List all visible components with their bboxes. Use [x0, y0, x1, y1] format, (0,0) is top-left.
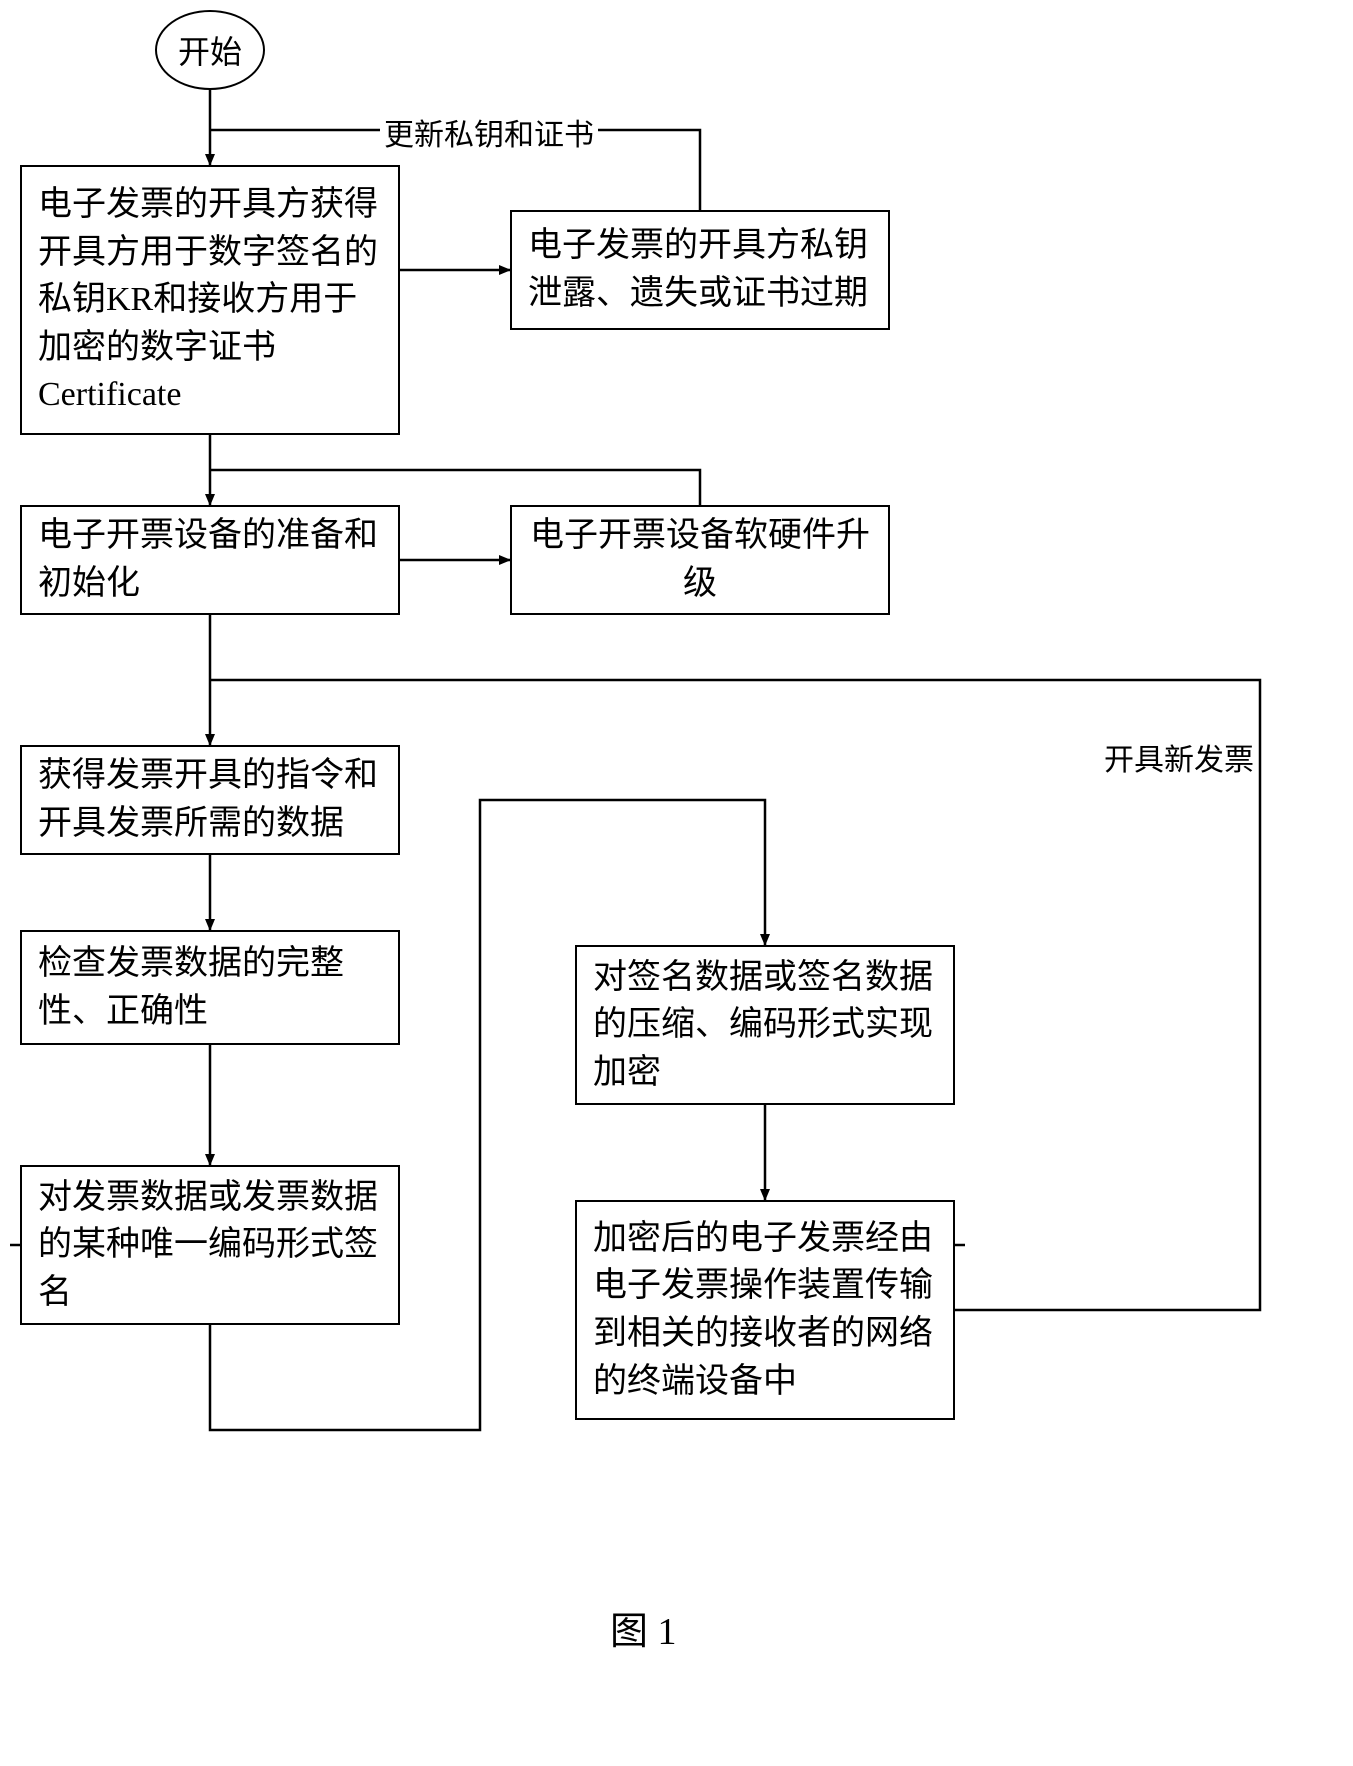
node-text: 电子开票设备软硬件升级 — [528, 512, 872, 607]
node-get-instruction: 获得发票开具的指令和开具发票所需的数据 — [20, 745, 400, 855]
node-sign-data: 对发票数据或发票数据的某种唯一编码形式签名 — [20, 1165, 400, 1325]
node-key-leak: 电子发票的开具方私钥泄露、遗失或证书过期 — [510, 210, 890, 330]
node-text: 对发票数据或发票数据的某种唯一编码形式签名 — [38, 1174, 382, 1317]
node-check-integrity: 检查发票数据的完整性、正确性 — [20, 930, 400, 1045]
node-device-upgrade: 电子开票设备软硬件升级 — [510, 505, 890, 615]
node-device-init: 电子开票设备的准备和初始化 — [20, 505, 400, 615]
edge-label-new-invoice: 开具新发票 — [1100, 735, 1258, 779]
node-text: 电子发票的开具方获得开具方用于数字签名的私钥KR和接收方用于加密的数字证书Cer… — [38, 181, 382, 419]
figure-caption: 图 1 — [610, 1600, 677, 1655]
edge-text: 开具新发票 — [1104, 744, 1254, 777]
node-text: 电子开票设备的准备和初始化 — [38, 512, 382, 607]
node-transmit: 加密后的电子发票经由电子发票操作装置传输到相关的接收者的网络的终端设备中 — [575, 1200, 955, 1420]
edge-label-update-key: 更新私钥和证书 — [380, 110, 598, 154]
edge-text: 更新私钥和证书 — [384, 119, 594, 152]
node-obtain-keys: 电子发票的开具方获得开具方用于数字签名的私钥KR和接收方用于加密的数字证书Cer… — [20, 165, 400, 435]
node-text: 加密后的电子发票经由电子发票操作装置传输到相关的接收者的网络的终端设备中 — [593, 1215, 937, 1405]
node-encrypt: 对签名数据或签名数据的压缩、编码形式实现加密 — [575, 945, 955, 1105]
node-text: 电子发票的开具方私钥泄露、遗失或证书过期 — [528, 222, 872, 317]
start-node: 开始 — [155, 10, 265, 90]
node-text: 获得发票开具的指令和开具发票所需的数据 — [38, 752, 382, 847]
start-label: 开始 — [178, 27, 242, 73]
node-text: 对签名数据或签名数据的压缩、编码形式实现加密 — [593, 954, 937, 1097]
node-text: 检查发票数据的完整性、正确性 — [38, 940, 382, 1035]
